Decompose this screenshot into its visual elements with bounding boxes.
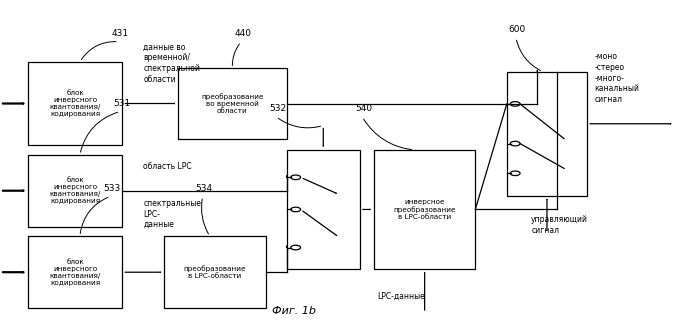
Text: 531: 531 (113, 99, 131, 108)
FancyBboxPatch shape (507, 72, 587, 196)
Text: 532: 532 (269, 104, 286, 113)
FancyBboxPatch shape (28, 62, 122, 145)
Text: блок
инверсного
квантования/
кодирования: блок инверсного квантования/ кодирования (50, 90, 101, 117)
FancyBboxPatch shape (374, 150, 475, 269)
Text: 534: 534 (196, 184, 212, 193)
Text: 540: 540 (355, 104, 372, 113)
Text: спектральные
LPC-
данные: спектральные LPC- данные (143, 199, 201, 230)
Text: 431: 431 (112, 29, 129, 38)
Text: 600: 600 (509, 25, 526, 34)
Text: -моно
-стерео
-много-
канальный
сигнал: -моно -стерео -много- канальный сигнал (594, 52, 639, 104)
Text: инверсное
преобразование
в LPC-области: инверсное преобразование в LPC-области (394, 199, 456, 220)
Text: LPC-данные: LPC-данные (377, 292, 425, 301)
FancyBboxPatch shape (178, 68, 287, 139)
Text: область LPC: область LPC (143, 162, 192, 171)
FancyBboxPatch shape (28, 236, 122, 308)
FancyBboxPatch shape (28, 155, 122, 227)
Text: преобразование
во временной
области: преобразование во временной области (201, 93, 264, 114)
Text: Фиг. 1b: Фиг. 1b (272, 306, 315, 316)
Text: блок
инверсного
квантования/
кодирования: блок инверсного квантования/ кодирования (50, 177, 101, 204)
Text: 440: 440 (234, 29, 251, 38)
Text: данные во
временной/
спектральной
области: данные во временной/ спектральной област… (143, 42, 200, 84)
FancyBboxPatch shape (287, 150, 360, 269)
FancyBboxPatch shape (164, 236, 266, 308)
Text: управляющий
сигнал: управляющий сигнал (531, 215, 588, 235)
Text: блок
инверсного
квантования/
кодирования: блок инверсного квантования/ кодирования (50, 259, 101, 286)
Text: 533: 533 (103, 184, 121, 193)
Text: преобразование
в LPC-области: преобразование в LPC-области (184, 265, 246, 279)
